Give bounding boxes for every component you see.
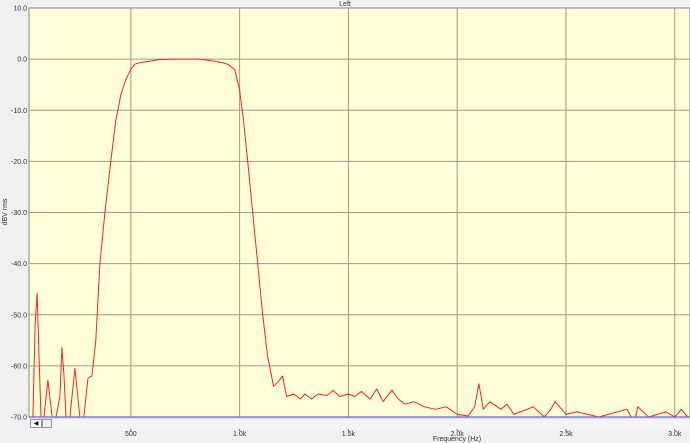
x-tick-label: 500 xyxy=(125,431,137,438)
y-tick-label: 0.0 xyxy=(17,57,27,64)
y-tick-label: -70.0 xyxy=(11,415,27,422)
y-tick-label: -50.0 xyxy=(11,312,27,319)
x-tick-label: 2.0k xyxy=(451,431,465,438)
y-tick-label: -60.0 xyxy=(11,363,27,370)
y-tick-label: 10.0 xyxy=(13,6,27,13)
scroll-thumb[interactable] xyxy=(42,419,52,428)
x-tick-label: 1.5k xyxy=(342,431,356,438)
y-tick-label: -10.0 xyxy=(11,108,27,115)
x-tick-label: 2.5k xyxy=(559,431,573,438)
horizontal-scrollbar[interactable]: ◀ xyxy=(30,418,690,429)
y-tick-label: -30.0 xyxy=(11,210,27,217)
scroll-left-arrow-icon[interactable]: ◀ xyxy=(30,419,42,428)
x-tick-label: 3.0k xyxy=(668,431,682,438)
series-lines xyxy=(29,58,690,418)
y-axis-ticks: 10.0 0.0 -10.0 -20.0 -30.0 -40.0 -50.0 -60.0 -70… xyxy=(11,6,27,422)
x-tick-label: 1.0k xyxy=(233,431,247,438)
y-axis-label: dBV rms xyxy=(2,198,9,225)
y-tick-label: -40.0 xyxy=(11,261,27,268)
grid xyxy=(29,8,690,417)
x-axis-ticks: 500 1.0k 1.5k 2.0k 2.5k 3.0k xyxy=(125,428,682,438)
chart-title: Left xyxy=(339,1,351,8)
y-tick-label: -20.0 xyxy=(11,159,27,166)
x-axis-label: Frequency (Hz) xyxy=(433,436,481,443)
